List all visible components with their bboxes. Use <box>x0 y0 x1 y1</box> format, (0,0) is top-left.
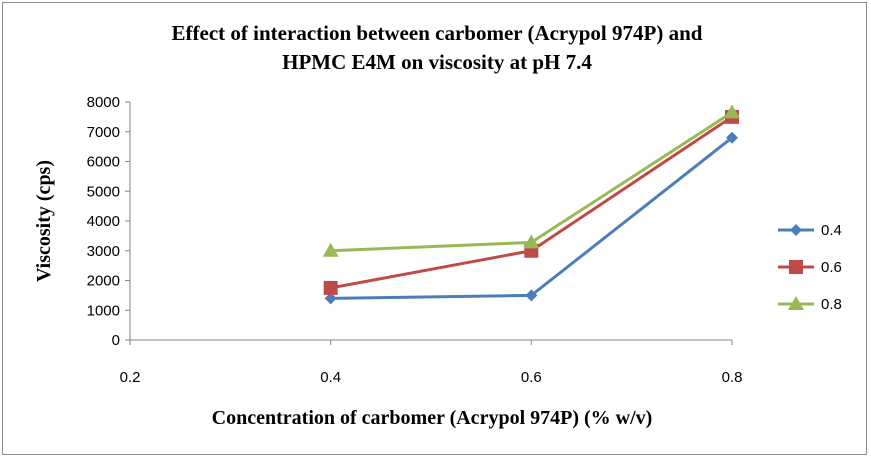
y-axis-title: Viscosity (cps) <box>33 160 55 282</box>
x-tick-label: 0.6 <box>521 369 542 386</box>
y-tick-label: 1000 <box>87 302 120 319</box>
legend-label: 0.4 <box>821 222 842 239</box>
legend-swatch-marker <box>789 260 803 274</box>
legend-item: 0.8 <box>778 296 842 313</box>
data-point-marker <box>324 292 337 305</box>
y-tick-label: 3000 <box>87 243 120 260</box>
y-tick-label: 2000 <box>87 273 120 290</box>
chart-title-line-1: Effect of interaction between carbomer (… <box>172 21 703 45</box>
data-point-marker <box>323 280 338 295</box>
x-tick-label: 0.8 <box>722 369 743 386</box>
series-0.6 <box>323 109 739 295</box>
data-point-marker <box>322 242 339 257</box>
legend-label: 0.8 <box>821 296 842 313</box>
legend-swatch-marker <box>790 224 802 236</box>
legend-swatch-marker <box>788 296 804 310</box>
series-line <box>330 111 733 253</box>
chart-title-line-2: HPMC E4M on viscosity at pH 7.4 <box>282 50 592 74</box>
data-point-marker <box>523 234 540 249</box>
plot-area: 0 1000 2000 3000 4000 5000 6000 7000 8000 0.2 0.4… <box>87 94 743 386</box>
y-tick-label: 6000 <box>87 154 120 171</box>
x-tick-label: 0.4 <box>320 369 341 386</box>
legend-item: 0.4 <box>778 222 842 239</box>
y-tick-label: 0 <box>112 332 120 349</box>
series-0.4 <box>324 131 738 305</box>
series-0.8 <box>322 104 740 257</box>
series-layer <box>322 104 740 305</box>
y-tick-label: 4000 <box>87 213 120 230</box>
x-axis-title: Concentration of carbomer (Acrypol 974P)… <box>212 407 653 429</box>
y-tick-label: 5000 <box>87 183 120 200</box>
legend-label: 0.6 <box>821 259 842 276</box>
series-line <box>330 115 733 290</box>
x-tick-label: 0.2 <box>120 369 141 386</box>
y-axis-ticks: 0 1000 2000 3000 4000 5000 6000 7000 8000 <box>87 94 130 349</box>
series-line <box>330 136 733 300</box>
y-tick-label: 7000 <box>87 124 120 141</box>
legend: 0.4 0.6 0.8 <box>778 222 842 313</box>
data-point-marker <box>726 131 738 144</box>
data-point-marker <box>525 289 538 302</box>
y-tick-label: 8000 <box>87 94 120 111</box>
x-axis-ticks: 0.2 0.4 0.6 0.8 <box>120 340 743 386</box>
legend-item: 0.6 <box>778 259 842 276</box>
data-point-marker <box>724 104 740 119</box>
